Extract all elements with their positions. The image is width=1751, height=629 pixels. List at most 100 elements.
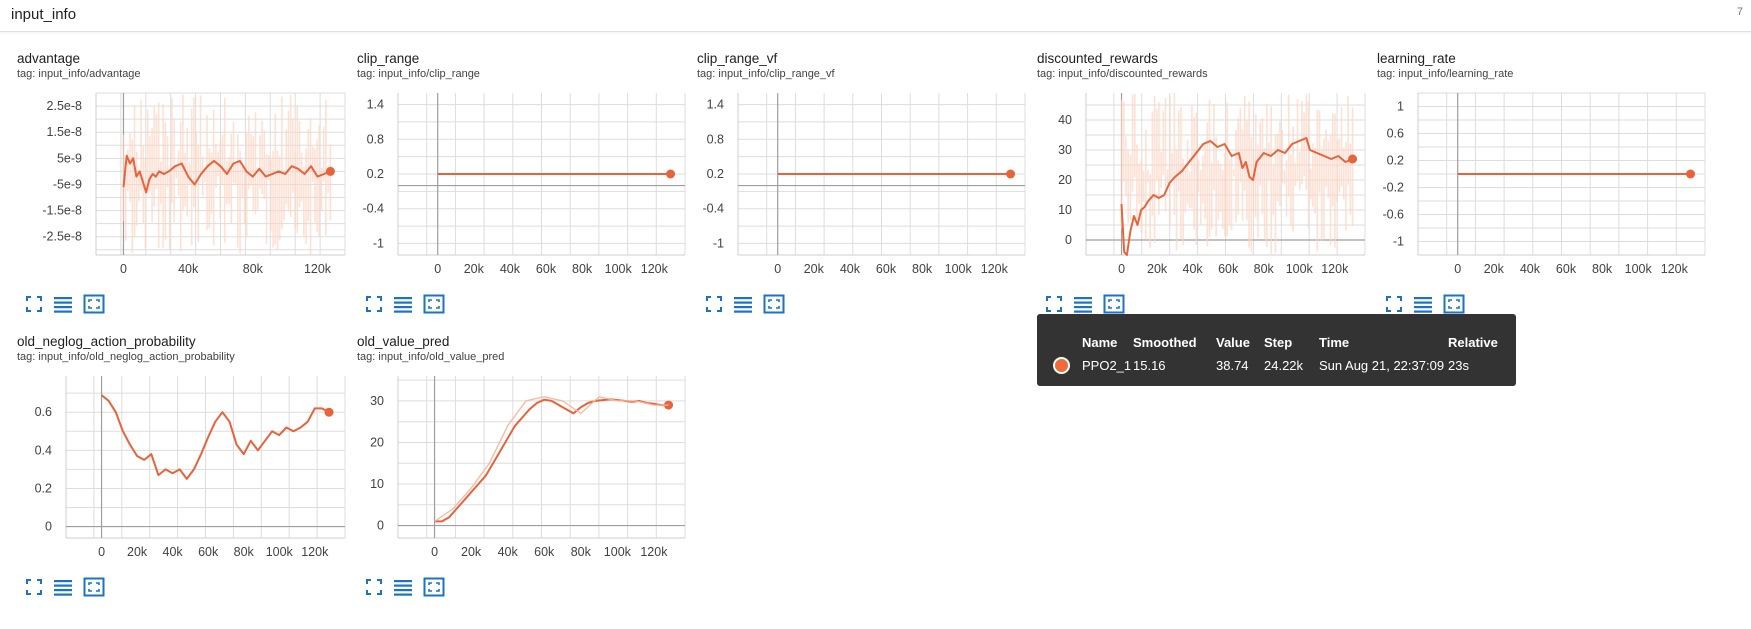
x-tick-label: 80k <box>572 262 593 276</box>
x-tick-label: 120k <box>641 262 669 276</box>
y-tick-label: 1 <box>1397 100 1404 114</box>
x-tick-label: 80k <box>1592 262 1613 276</box>
chart-plot[interactable]: 0 20k 40k 60k 80k 100k 120k 30 20 10 0 <box>357 364 697 576</box>
y-tick-label: 0.6 <box>1387 127 1404 141</box>
tooltip-header-name: Name <box>1082 335 1118 350</box>
y-tick-label: 30 <box>370 394 384 408</box>
chart-tag: tag: input_info/clip_range_vf <box>697 68 835 80</box>
y-tick-label: -0.4 <box>702 202 724 216</box>
chart-tag: tag: input_info/old_value_pred <box>357 351 505 363</box>
y-tick-label: -0.2 <box>1382 181 1404 195</box>
x-tick-label: 0 <box>1454 262 1461 276</box>
last-point-marker <box>324 407 334 417</box>
tooltip-header-step: Step <box>1264 335 1293 350</box>
x-tick-label: 0 <box>1118 262 1125 276</box>
x-tick-label: 0 <box>774 262 781 276</box>
lines-icon[interactable] <box>1072 294 1092 314</box>
x-tick-label: 20k <box>461 545 482 559</box>
lines-icon[interactable] <box>732 294 752 314</box>
tooltip-cell-name: PPO2_1 <box>1082 358 1132 373</box>
y-tick-label: 20 <box>370 435 384 449</box>
fit-domain-icon[interactable] <box>1443 294 1465 314</box>
x-tick-label: 20k <box>804 262 825 276</box>
y-tick-label: 0 <box>45 520 52 534</box>
raw-series-line <box>434 396 669 522</box>
fit-domain-icon[interactable] <box>1103 294 1125 314</box>
chart-title: clip_range <box>357 51 420 66</box>
last-point-marker <box>1686 169 1696 179</box>
fullscreen-icon[interactable] <box>704 294 724 314</box>
last-point-marker <box>325 166 335 176</box>
fullscreen-icon[interactable] <box>24 577 44 597</box>
x-tick-label: 40k <box>163 545 184 559</box>
chart-plot[interactable]: 0 20k 40k 60k 80k 100k 120k 1.4 0.8 0.2 -0.4 -1 <box>357 81 697 293</box>
tooltip-header-smoothed: Smoothed <box>1133 335 1197 350</box>
fullscreen-icon[interactable] <box>1044 294 1064 314</box>
x-tick-label: 40k <box>498 545 519 559</box>
x-tick-label: 40k <box>1520 262 1541 276</box>
y-tick-label: 0.2 <box>35 481 52 495</box>
y-tick-label: 0.6 <box>35 405 52 419</box>
x-tick-label: 120k <box>981 262 1009 276</box>
chart-tag: tag: input_info/discounted_rewards <box>1037 68 1208 80</box>
x-tick-label: 100k <box>266 545 294 559</box>
chart-plot[interactable]: 0 20k 40k 60k 80k 100k 120k 1.4 0.8 0.2 -0.4 -1 <box>697 81 1037 293</box>
chart-title: old_neglog_action_probability <box>17 334 196 349</box>
lines-icon[interactable] <box>392 577 412 597</box>
chart-card-clip-range-vf: clip_range_vf tag: input_info/clip_range_… <box>697 51 1037 316</box>
y-tick-label: 0.2 <box>367 167 384 181</box>
fit-domain-icon[interactable] <box>83 294 105 314</box>
x-tick-label: 100k <box>945 262 973 276</box>
fullscreen-icon[interactable] <box>1384 294 1404 314</box>
fit-domain-icon[interactable] <box>83 577 105 597</box>
x-tick-label: 120k <box>304 262 332 276</box>
chart-card-old-value-pred: old_value_pred tag: input_info/old_value_… <box>357 334 697 599</box>
x-tick-label: 80k <box>571 545 592 559</box>
chart-plot[interactable]: 0 40k 80k 120k 2.5e-8 1.5e-8 5e-9 -5e-9 -1.5e-8 -… <box>17 81 357 293</box>
y-tick-label: 0.2 <box>1387 154 1404 168</box>
fullscreen-icon[interactable] <box>24 294 44 314</box>
y-tick-label: -1 <box>713 236 724 250</box>
x-tick-label: 0 <box>434 262 441 276</box>
chart-plot[interactable]: 0 20k 40k 60k 80k 100k 120k 1 0.6 0.2 -0.2 -0.6 -1 <box>1377 81 1717 293</box>
chart-tag: tag: input_info/advantage <box>17 68 141 80</box>
y-tick-label: 0.8 <box>367 132 384 146</box>
last-point-marker <box>1348 154 1358 164</box>
fit-domain-icon[interactable] <box>763 294 785 314</box>
y-tick-label: 1.5e-8 <box>47 125 82 139</box>
section-title: input_info <box>11 6 77 23</box>
x-tick-label: 20k <box>464 262 485 276</box>
section-count: 7 <box>1736 6 1743 18</box>
y-tick-label: -1.5e-8 <box>42 204 82 218</box>
fullscreen-icon[interactable] <box>364 577 384 597</box>
x-tick-label: 40k <box>1183 262 1204 276</box>
y-tick-label: 20 <box>1058 173 1072 187</box>
x-tick-label: 120k <box>640 545 668 559</box>
tooltip-cell-value: 38.74 <box>1216 358 1249 373</box>
y-tick-label: 30 <box>1058 143 1072 157</box>
y-tick-label: -0.6 <box>1382 208 1404 222</box>
x-tick-label: 0 <box>98 545 105 559</box>
fit-domain-icon[interactable] <box>423 577 445 597</box>
lines-icon[interactable] <box>392 294 412 314</box>
chart-tag: tag: input_info/clip_range <box>357 68 480 80</box>
x-tick-label: 0 <box>120 262 127 276</box>
y-tick-label: 0 <box>377 519 384 533</box>
chart-title: clip_range_vf <box>697 51 778 66</box>
lines-icon[interactable] <box>52 577 72 597</box>
x-tick-label: 100k <box>1625 262 1653 276</box>
chart-plot[interactable]: 0 20k 40k 60k 80k 100k 120k 40 30 20 10 0 <box>1037 81 1377 293</box>
x-tick-label: 60k <box>198 545 219 559</box>
chart-plot[interactable]: 0 20k 40k 60k 80k 100k 120k 0.6 0.4 0.2 0 <box>17 364 357 576</box>
series-line <box>1120 137 1353 256</box>
fit-domain-icon[interactable] <box>423 294 445 314</box>
x-tick-label: 60k <box>534 545 555 559</box>
section-header[interactable]: input_info 7 <box>0 0 1751 32</box>
lines-icon[interactable] <box>1412 294 1432 314</box>
y-tick-label: 0.8 <box>707 132 724 146</box>
last-point-marker <box>666 169 676 179</box>
lines-icon[interactable] <box>52 294 72 314</box>
y-tick-label: 1.4 <box>367 98 384 112</box>
chart-title: advantage <box>17 51 81 66</box>
fullscreen-icon[interactable] <box>364 294 384 314</box>
